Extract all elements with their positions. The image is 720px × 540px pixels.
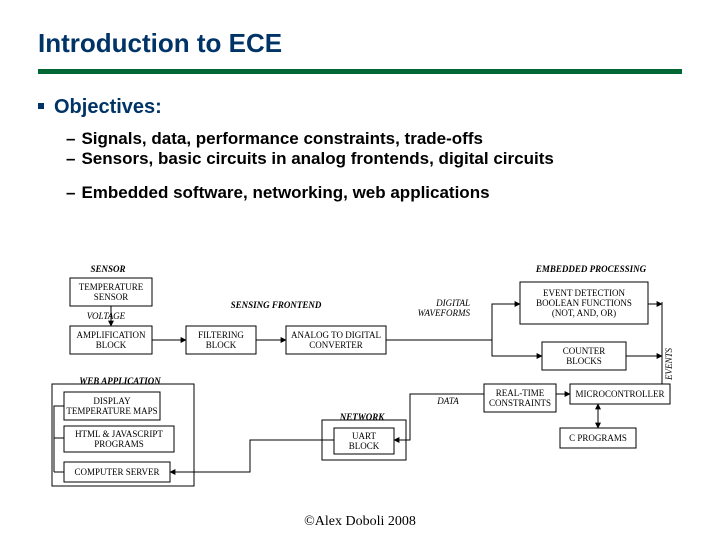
svg-text:BLOCK: BLOCK [96,340,127,350]
svg-text:DISPLAY: DISPLAY [93,396,131,406]
svg-text:TEMPERATURE: TEMPERATURE [79,282,144,292]
block-diagram: SENSOR SENSING FRONTEND EMBEDDED PROCESSIN… [40,264,680,494]
title-rule [38,69,682,74]
svg-text:BOOLEAN FUNCTIONS: BOOLEAN FUNCTIONS [536,298,632,308]
objectives-bullet: Objectives: [38,96,682,119]
objectives-label: Objectives: [54,96,162,118]
svg-text:CONVERTER: CONVERTER [309,340,362,350]
svg-text:BLOCK: BLOCK [349,441,380,451]
svg-text:FILTERING: FILTERING [198,330,244,340]
sub-bullet-2-text: Sensors, basic circuits in analog fronte… [81,149,553,168]
svg-text:DATA: DATA [436,396,459,406]
bullet-dot-icon [38,103,44,109]
svg-text:ANALOG TO DIGITAL: ANALOG TO DIGITAL [291,330,381,340]
svg-text:DIGITAL: DIGITAL [435,298,470,308]
svg-text:COUNTER: COUNTER [563,346,606,356]
svg-text:BLOCK: BLOCK [206,340,237,350]
svg-text:WEB APPLICATION: WEB APPLICATION [79,376,161,386]
svg-text:SENSOR: SENSOR [94,292,129,302]
svg-text:MICROCONTROLLER: MICROCONTROLLER [575,389,664,399]
slide-title: Introduction to ECE [38,28,682,59]
svg-text:HTML & JAVASCRIPT: HTML & JAVASCRIPT [75,429,163,439]
svg-text:BLOCKS: BLOCKS [566,356,602,366]
svg-text:C PROGRAMS: C PROGRAMS [569,433,627,443]
svg-text:EVENT DETECTION: EVENT DETECTION [543,288,626,298]
svg-text:COMPUTER SERVER: COMPUTER SERVER [74,467,159,477]
slide: Introduction to ECE Objectives: –Signals… [0,0,720,540]
slide-footer: ©Alex Doboli 2008 [0,514,720,530]
svg-text:PROGRAMS: PROGRAMS [94,439,144,449]
svg-text:AMPLIFICATION: AMPLIFICATION [76,330,146,340]
bullet-list: Objectives: –Signals, data, performance … [38,96,682,203]
svg-text:EVENTS: EVENTS [664,348,674,382]
sub-bullet-1: –Signals, data, performance constraints,… [84,129,682,149]
sub-bullet-2: –Sensors, basic circuits in analog front… [84,149,682,169]
svg-text:(NOT, AND, OR): (NOT, AND, OR) [552,308,616,318]
svg-text:NETWORK: NETWORK [339,412,386,422]
sub-bullet-3: –Embedded software, networking, web appl… [84,183,682,203]
svg-text:REAL-TIME: REAL-TIME [496,388,545,398]
svg-text:WAVEFORMS: WAVEFORMS [418,308,471,318]
svg-text:EMBEDDED PROCESSING: EMBEDDED PROCESSING [535,264,647,274]
svg-text:VOLTAGE: VOLTAGE [87,311,126,321]
svg-text:SENSING FRONTEND: SENSING FRONTEND [231,300,322,310]
sub-bullet-3-text: Embedded software, networking, web appli… [81,183,489,202]
svg-text:SENSOR: SENSOR [90,264,125,274]
svg-text:UART: UART [352,431,376,441]
svg-text:CONSTRAINTS: CONSTRAINTS [489,398,551,408]
sub-bullet-1-text: Signals, data, performance constraints, … [81,129,482,148]
svg-text:TEMPERATURE MAPS: TEMPERATURE MAPS [66,406,157,416]
